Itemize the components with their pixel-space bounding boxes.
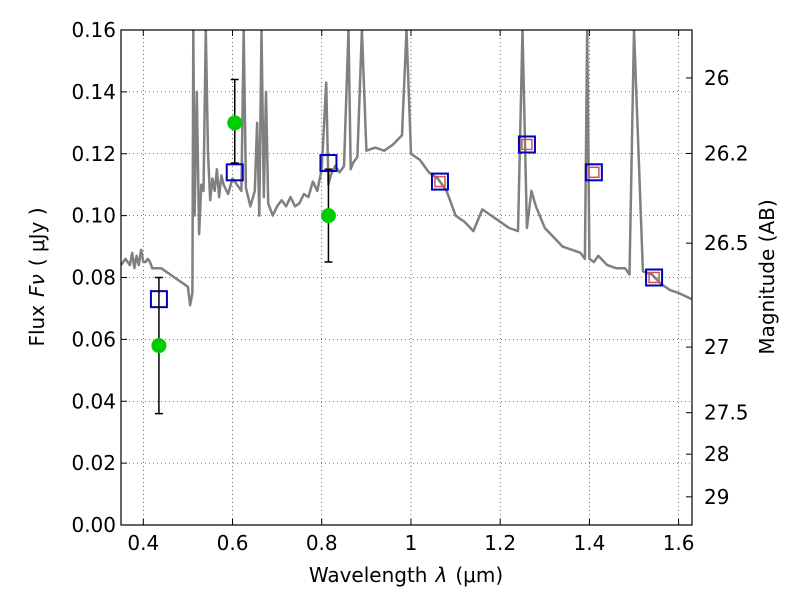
model-point (645, 268, 664, 287)
y2-tick-label: 26.5 (704, 231, 749, 255)
observed-point (151, 338, 167, 354)
observed-point (227, 115, 243, 131)
fit-point (588, 166, 600, 179)
y-tick-label: 0.08 (71, 266, 116, 290)
x-tick-label: 0.6 (217, 531, 249, 555)
x-axis-label-part: Wavelength (309, 563, 428, 587)
y2-tick-label: 26.2 (704, 141, 749, 165)
x-tick-label: 1.4 (573, 531, 605, 555)
y-axis-label-part: ( μJy ) (25, 207, 49, 266)
y2-tick-label: 29 (704, 485, 729, 509)
y2-tick-label: 28 (704, 442, 729, 466)
y-tick-label: 0.12 (71, 142, 116, 166)
observed-point (320, 208, 336, 224)
model-point (517, 135, 536, 154)
model-point (430, 172, 449, 191)
fit-point (648, 271, 660, 284)
y-tick-label: 0.04 (71, 389, 116, 413)
x-axis-label: Wavelength λ (μm) (309, 563, 503, 587)
x-axis-label-part: (μm) (455, 563, 503, 587)
y2-tick-label: 27 (704, 335, 729, 359)
y-tick-label: 0.14 (71, 80, 116, 104)
spectrum-line (121, 30, 692, 307)
model-point (225, 163, 244, 182)
y2-axis-label: Magnitude (AB) (755, 199, 779, 354)
fit-point (521, 138, 533, 151)
model-point (584, 163, 603, 182)
x-tick-label: 0.8 (306, 531, 338, 555)
y-tick-label: 0.06 (71, 327, 116, 351)
x-axis-label-part: λ (435, 563, 448, 587)
y2-tick-label: 26 (704, 66, 729, 90)
x-tick-label: 1.6 (663, 531, 695, 555)
y-axis-label-part: Flux (25, 305, 49, 347)
x-tick-label: 1 (405, 531, 418, 555)
fit-point (434, 175, 446, 188)
y-axis-label-part: Fν (25, 274, 49, 297)
y2-tick-label: 27.5 (704, 401, 749, 425)
x-tick-label: 0.4 (127, 531, 159, 555)
y-axis-label: Flux Fν ( μJy ) (25, 207, 49, 346)
y-tick-label: 0.16 (71, 18, 116, 42)
y-tick-label: 0.02 (71, 451, 116, 475)
x-tick-label: 1.2 (484, 531, 516, 555)
y-tick-label: 0.00 (71, 513, 116, 537)
y-tick-label: 0.10 (71, 204, 116, 228)
